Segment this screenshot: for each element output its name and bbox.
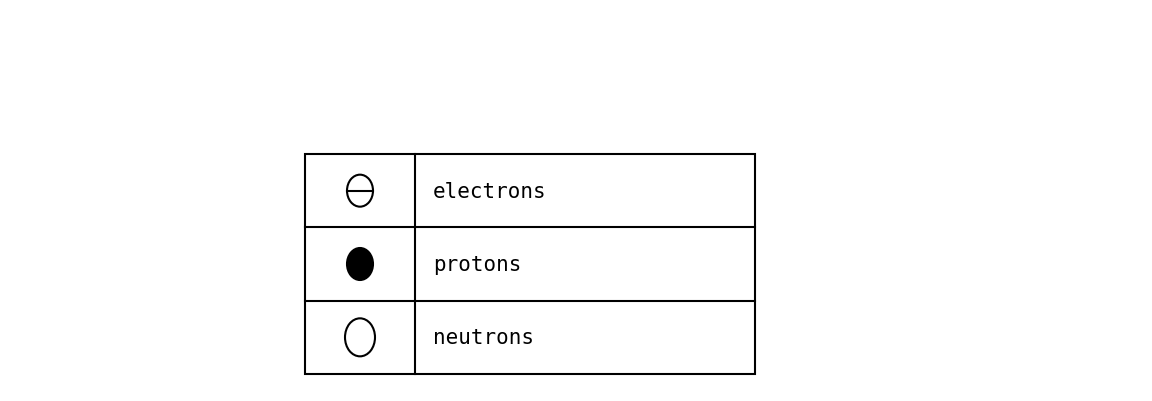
Text: protons: protons: [433, 254, 522, 274]
Text: electrons: electrons: [433, 181, 547, 201]
Ellipse shape: [347, 248, 373, 280]
Text: neutrons: neutrons: [433, 328, 535, 348]
Bar: [305, 155, 755, 374]
